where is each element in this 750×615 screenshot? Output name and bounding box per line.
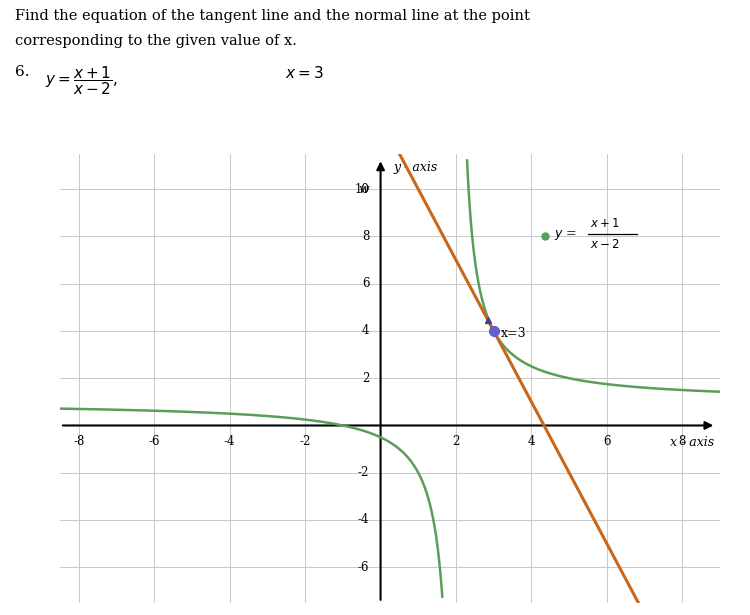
Text: -4: -4: [358, 514, 369, 526]
Text: y - axis: y - axis: [394, 161, 438, 174]
Text: corresponding to the given value of x.: corresponding to the given value of x.: [15, 34, 297, 48]
Text: 6: 6: [603, 435, 610, 448]
Text: -2: -2: [299, 435, 310, 448]
Text: x - axis: x - axis: [670, 436, 714, 449]
Text: 8: 8: [679, 435, 686, 448]
Text: x=3: x=3: [501, 327, 527, 340]
Text: Find the equation of the tangent line and the normal line at the point: Find the equation of the tangent line an…: [15, 9, 530, 23]
Text: 6.: 6.: [15, 65, 44, 79]
Text: $y = \dfrac{x+1}{x-2},$: $y = \dfrac{x+1}{x-2},$: [45, 65, 118, 97]
Text: -4: -4: [224, 435, 236, 448]
Text: 4: 4: [362, 325, 369, 338]
Text: -8: -8: [74, 435, 85, 448]
Text: $x = 3$: $x = 3$: [285, 65, 324, 81]
Text: 10: 10: [355, 183, 369, 196]
Text: $x - 2$: $x - 2$: [590, 238, 620, 251]
Text: $x + 1$: $x + 1$: [590, 217, 620, 230]
Text: 8: 8: [362, 230, 369, 243]
Text: -6: -6: [148, 435, 160, 448]
Text: 4: 4: [528, 435, 536, 448]
Text: 2: 2: [362, 371, 369, 385]
Text: w: w: [358, 183, 369, 196]
Text: -2: -2: [358, 466, 369, 479]
Text: 6: 6: [362, 277, 369, 290]
Text: -6: -6: [358, 561, 369, 574]
Text: 2: 2: [452, 435, 460, 448]
Text: $y$ =: $y$ =: [554, 228, 577, 242]
